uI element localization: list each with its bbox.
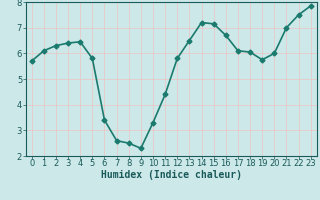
X-axis label: Humidex (Indice chaleur): Humidex (Indice chaleur) — [101, 170, 242, 180]
